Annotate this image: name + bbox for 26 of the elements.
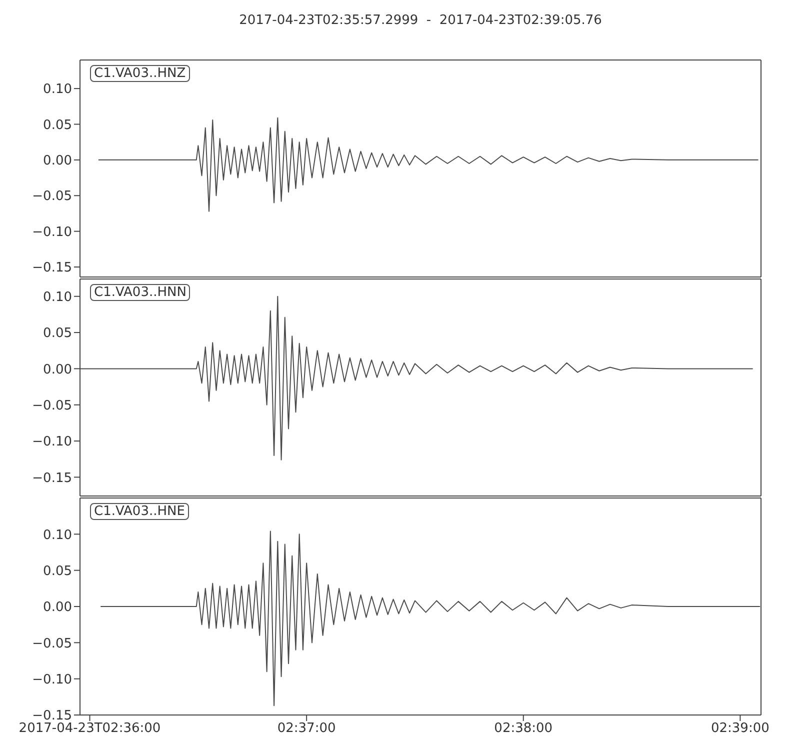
y-tick-label: −0.05 [32,189,72,204]
y-tick-label: 0.05 [43,118,72,133]
y-tick-label: 0.10 [43,528,72,543]
y-tick-label: 0.00 [43,362,72,378]
annotation: C1.VA03..HNN [90,284,190,301]
chart-title: 2017-04-23T02:35:57.2999 - 2017-04-23T02:39:05.76 [238,12,603,28]
y-tick-label: −0.10 [32,434,72,450]
y-tick-label: −0.05 [32,398,72,414]
y-tick-label: −0.15 [32,260,72,276]
annotation: C1.VA03..HNE [90,503,189,520]
annotation: C1.VA03..HNZ [90,65,190,82]
y-tick-label: −0.15 [32,708,72,724]
y-tick-label: −0.05 [32,636,72,652]
y-tick-label: 0.10 [43,290,72,305]
y-tick-label: 0.00 [43,154,72,169]
y-tick-label: 0.00 [43,600,72,616]
x-tick-label: 02:39:00 [710,721,770,736]
x-tick-label: 2017-04-23T02:36:00 [18,721,161,736]
y-tick-label: −0.10 [32,672,72,688]
y-tick-label: −0.15 [32,470,72,486]
y-tick-label: −0.10 [32,224,72,240]
x-tick-label: 02:38:00 [494,721,553,736]
y-tick-label: 0.05 [43,326,72,342]
y-tick-label: 0.05 [43,564,72,579]
y-tick-label: 0.10 [43,82,72,98]
x-tick-label: 02:37:00 [277,721,336,736]
